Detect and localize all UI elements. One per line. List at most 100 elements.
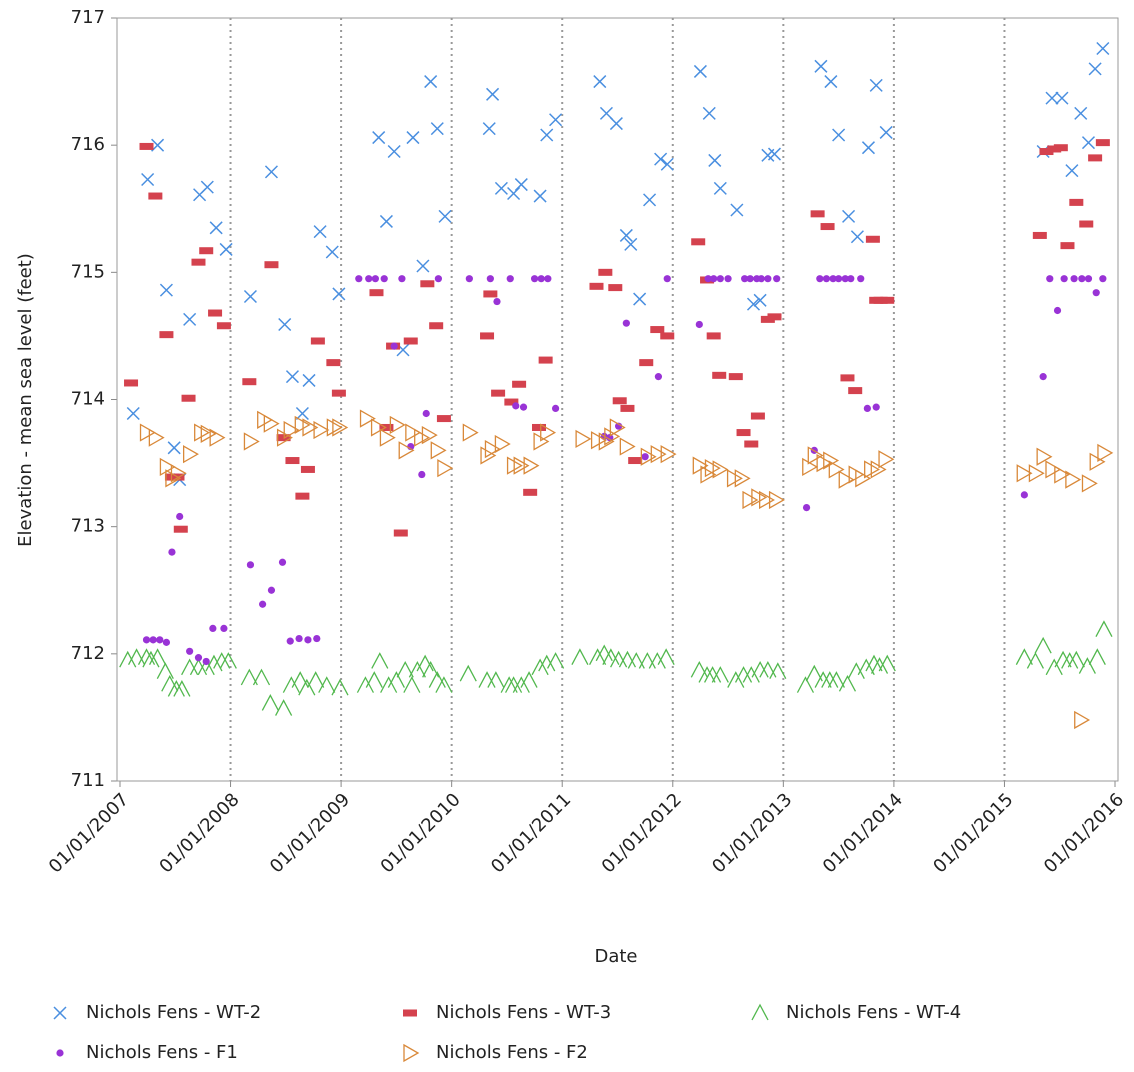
data-point (620, 404, 635, 412)
data-point (767, 147, 782, 161)
legend-label: Nichols Fens - WT-3 (436, 1002, 611, 1023)
data-point (869, 78, 883, 92)
data-point (1099, 275, 1107, 283)
data-point (1053, 306, 1062, 315)
data-point (424, 75, 438, 89)
x-tick-label: 01/01/2013 (708, 789, 796, 877)
data-point (734, 666, 753, 683)
data-point (814, 671, 832, 688)
data-point (398, 441, 415, 460)
data-point (332, 287, 346, 301)
data-point (483, 290, 498, 298)
data-point (848, 387, 863, 395)
data-point (612, 397, 627, 405)
data-point (310, 337, 325, 345)
data-point (704, 459, 721, 478)
data-point (628, 457, 643, 465)
data-point (213, 652, 231, 669)
data-point (575, 429, 592, 449)
data-point (486, 87, 500, 101)
data-point (549, 113, 563, 127)
data-point (219, 242, 233, 256)
data-point (520, 671, 538, 688)
data-point (823, 451, 840, 470)
data-point (519, 403, 528, 411)
data-point (700, 465, 717, 484)
data-point (264, 165, 278, 179)
legend-label: Nichols Fens - F2 (436, 1042, 588, 1063)
data-point (540, 423, 557, 442)
data-point (870, 657, 889, 674)
data-point (167, 441, 181, 455)
data-point (759, 660, 777, 678)
data-point (606, 434, 614, 442)
data-point (173, 680, 191, 697)
data-point (807, 446, 824, 465)
x-tick-label: 01/01/2010 (377, 789, 465, 877)
data-point (209, 624, 217, 633)
data-point (706, 332, 721, 340)
x-tick-label: 01/01/2011 (487, 789, 575, 877)
data-point (199, 247, 214, 255)
data-point (294, 415, 311, 435)
data-point (435, 676, 453, 693)
data-point (589, 282, 604, 290)
data-point (1036, 447, 1053, 466)
data-point (300, 465, 315, 473)
data-point (857, 275, 865, 283)
data-point (627, 652, 645, 669)
data-point (379, 214, 393, 228)
data-point (387, 671, 405, 688)
data-point (298, 678, 316, 696)
data-point (736, 429, 751, 437)
data-point (403, 337, 418, 345)
data-point (727, 671, 745, 688)
data-point (604, 427, 621, 446)
data-point (660, 445, 677, 464)
data-point (1065, 164, 1079, 178)
data-point (398, 275, 406, 283)
data-point (1081, 474, 1098, 493)
data-point (304, 636, 312, 644)
data-point (159, 331, 174, 339)
data-point (278, 317, 292, 332)
data-point (618, 650, 637, 668)
data-point (598, 268, 613, 276)
data-point (216, 322, 231, 330)
data-point (764, 275, 772, 283)
data-point (156, 662, 174, 679)
data-point (124, 379, 139, 387)
data-point (465, 275, 473, 283)
data-point (1070, 275, 1078, 283)
data-point (880, 296, 895, 304)
data-point (728, 373, 743, 381)
data-point (814, 59, 828, 73)
y-tick-label: 713 (71, 516, 105, 537)
data-point (805, 664, 823, 682)
data-point (878, 450, 895, 469)
data-point (1045, 658, 1063, 676)
data-point (744, 440, 759, 448)
data-point (205, 654, 223, 672)
data-point (286, 637, 294, 645)
data-point (1078, 657, 1096, 674)
data-point (711, 666, 729, 683)
data-point (332, 418, 349, 437)
data-point (480, 446, 497, 465)
data-point (751, 488, 768, 507)
data-point (493, 297, 501, 306)
data-point (243, 289, 257, 304)
data-point (654, 152, 668, 166)
data-point (624, 237, 638, 251)
data-point (295, 406, 309, 421)
data-point (484, 439, 501, 459)
data-point (533, 189, 547, 203)
data-point (532, 423, 547, 431)
data-point (708, 153, 722, 167)
data-point (429, 322, 444, 330)
data-point (408, 660, 426, 678)
data-point (660, 157, 674, 171)
data-point (531, 658, 549, 676)
data-point (726, 469, 743, 488)
data-point (753, 293, 767, 307)
